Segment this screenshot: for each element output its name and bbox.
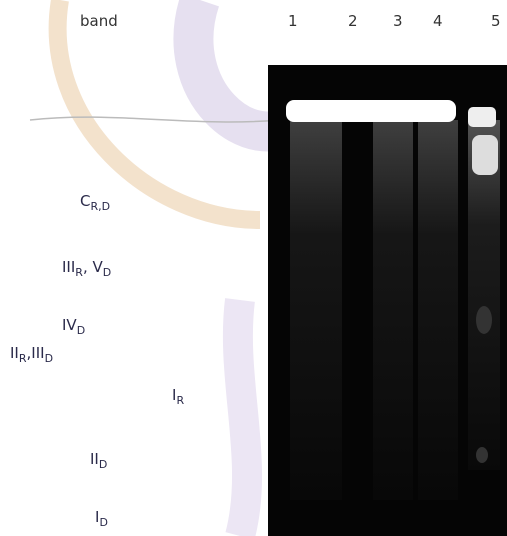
header: band <box>80 12 118 30</box>
subscript: R,D <box>90 200 110 213</box>
label-text: ,III <box>27 344 45 362</box>
subscript: R <box>19 352 27 365</box>
band-label: IIR,IIID <box>10 344 53 365</box>
label-text: II <box>10 344 19 362</box>
label-text: II <box>90 450 99 468</box>
band <box>476 306 492 334</box>
lane-label: 5 <box>491 12 501 30</box>
subscript: D <box>45 352 53 365</box>
band-label: IVD <box>62 316 85 337</box>
band-label: IID <box>90 450 107 471</box>
label-text: III <box>62 258 75 276</box>
subscript: D <box>99 458 107 471</box>
band-label: CR,D <box>80 192 110 213</box>
lane-label: 4 <box>433 12 443 30</box>
lane-label: 2 <box>348 12 358 30</box>
figure: band 1 2 3 4 5 CR,D IIIR, VD IVD IIR,III… <box>0 0 507 536</box>
gel-bands <box>268 65 507 536</box>
subscript: D <box>99 516 107 529</box>
lane-label: 3 <box>393 12 403 30</box>
band <box>472 135 498 175</box>
subscript: R <box>75 266 83 279</box>
lane <box>290 120 342 500</box>
lane <box>373 120 413 500</box>
gel-image <box>268 65 507 536</box>
lane-label: 1 <box>288 12 298 30</box>
label-text: IV <box>62 316 77 334</box>
subscript: R <box>176 394 184 407</box>
band-label: IIIR, VD <box>62 258 111 279</box>
lane <box>418 120 458 500</box>
label-text: C <box>80 192 90 210</box>
band-label: ID <box>95 508 108 529</box>
subscript: D <box>103 266 111 279</box>
band-label: IR <box>172 386 184 407</box>
band <box>476 447 488 463</box>
well-band <box>286 100 456 122</box>
dna-strand <box>238 300 247 536</box>
label-text: , V <box>83 258 103 276</box>
well-band <box>468 107 496 127</box>
subscript: D <box>77 324 85 337</box>
